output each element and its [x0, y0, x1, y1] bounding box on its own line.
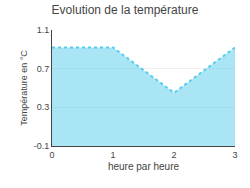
- svg-text:3: 3: [232, 150, 237, 160]
- svg-text:0.3: 0.3: [37, 102, 50, 112]
- svg-text:1.1: 1.1: [37, 25, 50, 35]
- svg-text:0: 0: [49, 150, 54, 160]
- svg-text:-0.1: -0.1: [34, 141, 50, 151]
- svg-text:heure par heure: heure par heure: [108, 161, 180, 172]
- svg-text:0.7: 0.7: [37, 64, 50, 74]
- svg-text:2: 2: [171, 150, 176, 160]
- svg-text:Température en °C: Température en °C: [19, 50, 29, 126]
- svg-text:Evolution de la température: Evolution de la température: [52, 3, 199, 17]
- svg-text:1: 1: [110, 150, 115, 160]
